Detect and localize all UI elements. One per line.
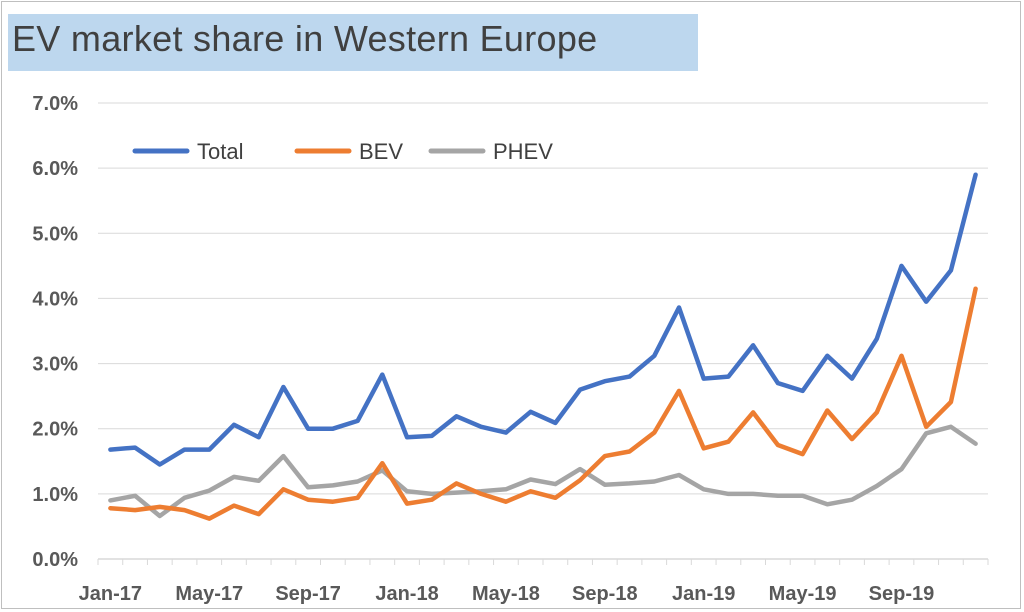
legend-label-phev: PHEV — [493, 139, 553, 164]
x-tick-label: Jan-18 — [375, 583, 438, 605]
series-line-total — [108, 172, 978, 467]
title-background — [8, 14, 698, 71]
x-axis-ticks: Jan-17 May-17 Sep-17 Jan-18 May-18 Sep-18 Jan-… — [79, 583, 935, 605]
y-axis-ticks: 0.0% 1.0% 2.0% 3.0% 4.0% 5.0% 6.0% 7.0% — [32, 93, 78, 571]
legend-label-bev: BEV — [359, 139, 403, 164]
y-tick-label: 7.0% — [32, 93, 78, 115]
legend-label-total: Total — [197, 139, 243, 164]
x-tick-label: Sep-19 — [869, 583, 935, 605]
y-tick-label: 6.0% — [32, 158, 78, 180]
chart-title: EV market share in Western Europe — [12, 18, 598, 59]
y-tick-label: 0.0% — [32, 549, 78, 571]
y-tick-label: 3.0% — [32, 354, 78, 376]
legend: Total BEV PHEV — [132, 139, 553, 164]
series-line-bev — [108, 286, 978, 521]
x-tick-label: May-18 — [472, 583, 540, 605]
x-tick-label: Jan-17 — [79, 583, 142, 605]
gridlines — [97, 102, 989, 565]
y-tick-label: 4.0% — [32, 288, 78, 310]
x-tick-label: Sep-18 — [572, 583, 638, 605]
x-tick-label: May-19 — [769, 583, 837, 605]
series-lines — [108, 172, 978, 521]
x-tick-label: Sep-17 — [275, 583, 341, 605]
y-tick-label: 1.0% — [32, 484, 78, 506]
series-line-phev — [108, 424, 978, 519]
y-tick-label: 5.0% — [32, 223, 78, 245]
x-tick-label: Jan-19 — [672, 583, 735, 605]
x-tick-label: May-17 — [175, 583, 243, 605]
y-tick-label: 2.0% — [32, 419, 78, 441]
